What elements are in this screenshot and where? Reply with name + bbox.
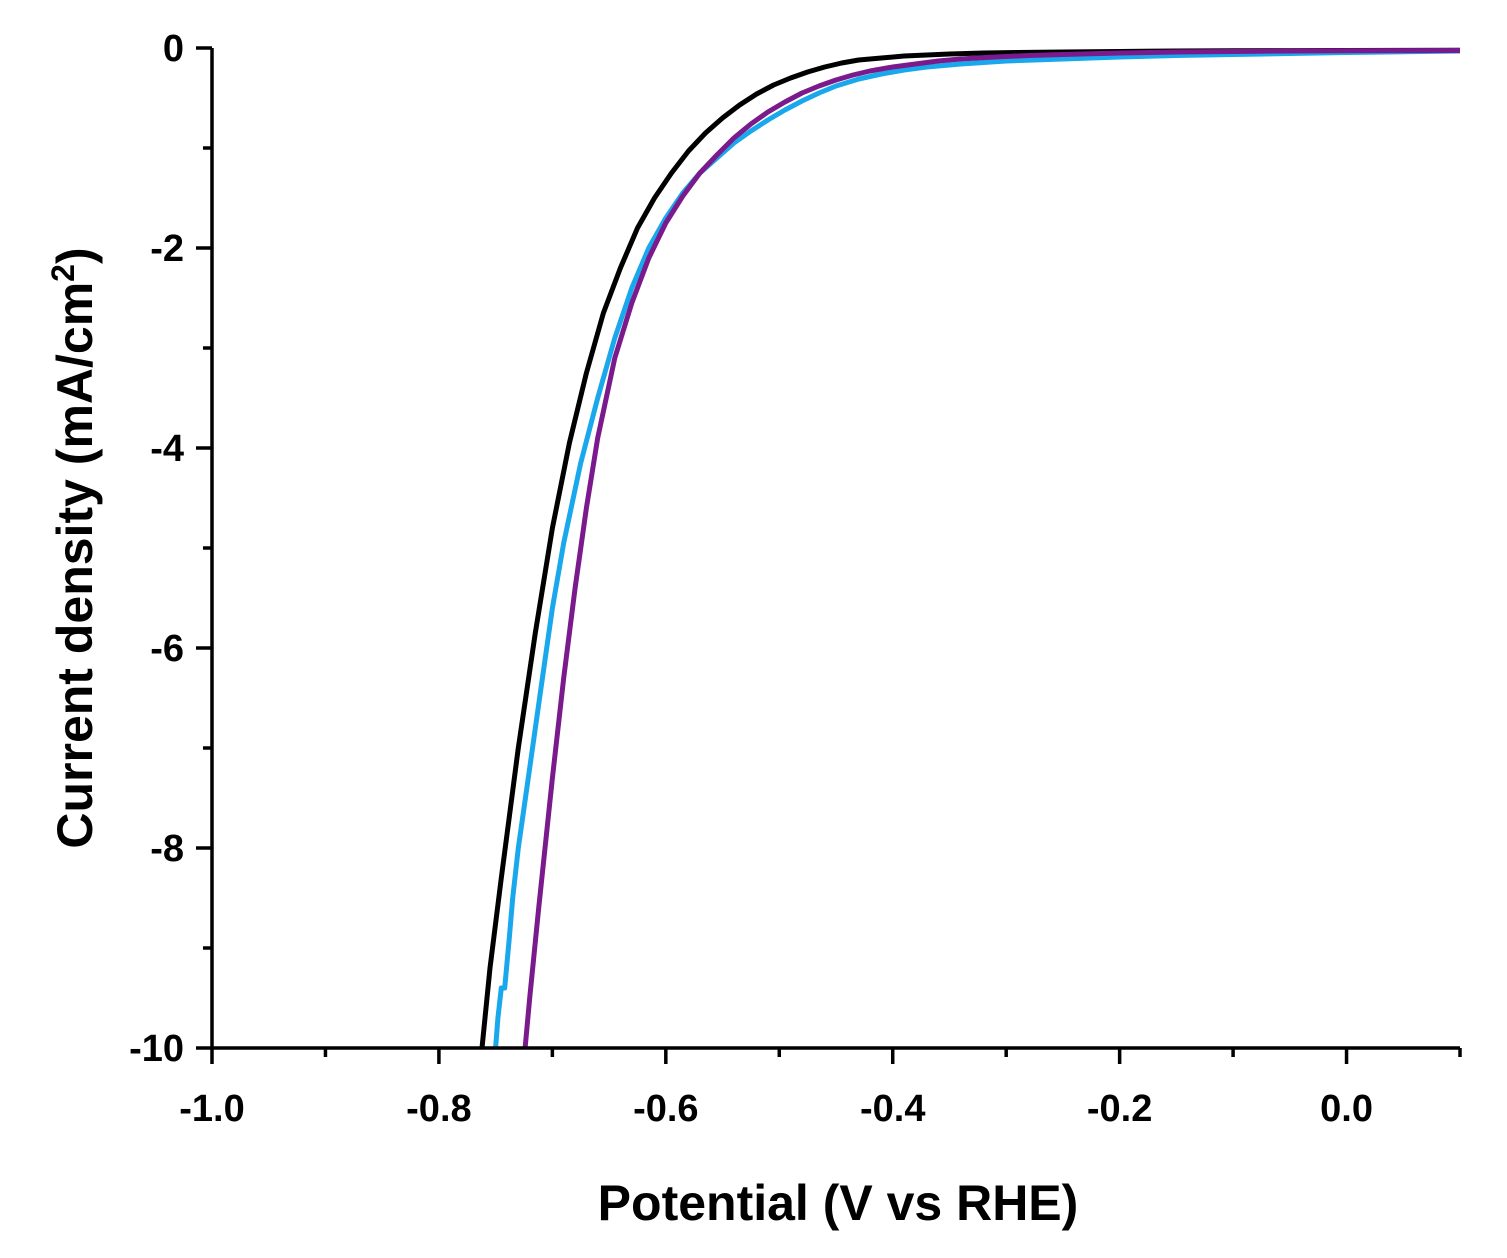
y-tick-label: -4 [150, 428, 184, 470]
x-tick-label: -1.0 [179, 1088, 244, 1130]
y-tick-label: -8 [150, 828, 184, 870]
y-tick-label: -2 [150, 228, 184, 270]
x-tick-label: -0.4 [860, 1088, 925, 1130]
x-tick-label: -0.2 [1087, 1088, 1152, 1130]
series-line-black-curve [479, 47, 1461, 1049]
y-axis-title-superscript: 2 [45, 264, 81, 282]
y-tick-label: -6 [150, 628, 184, 670]
x-tick-label: 0.0 [1320, 1088, 1373, 1130]
series-line-purple-curve [522, 48, 1461, 1049]
labels-layer: -1.0 -0.8 -0.6 -0.4 -0.2 0.0 0 -2 -4 -6 -8 -10 [129, 28, 1373, 1130]
x-axis-title: Potential (V vs RHE) [598, 1175, 1079, 1231]
y-axis-title: Current density (mA/cm2) [45, 247, 103, 848]
axes-layer [196, 46, 1462, 1064]
y-tick-label: -10 [129, 1028, 184, 1070]
y-tick-label: 0 [163, 28, 184, 70]
y-axis-title-main: Current density (mA/cm [47, 282, 103, 849]
curves-layer [479, 47, 1461, 1049]
x-tick-label: -0.6 [633, 1088, 698, 1130]
series-line-blue-curve [493, 48, 1461, 1049]
x-tick-label: -0.8 [406, 1088, 471, 1130]
y-axis-title-close: ) [47, 247, 103, 264]
